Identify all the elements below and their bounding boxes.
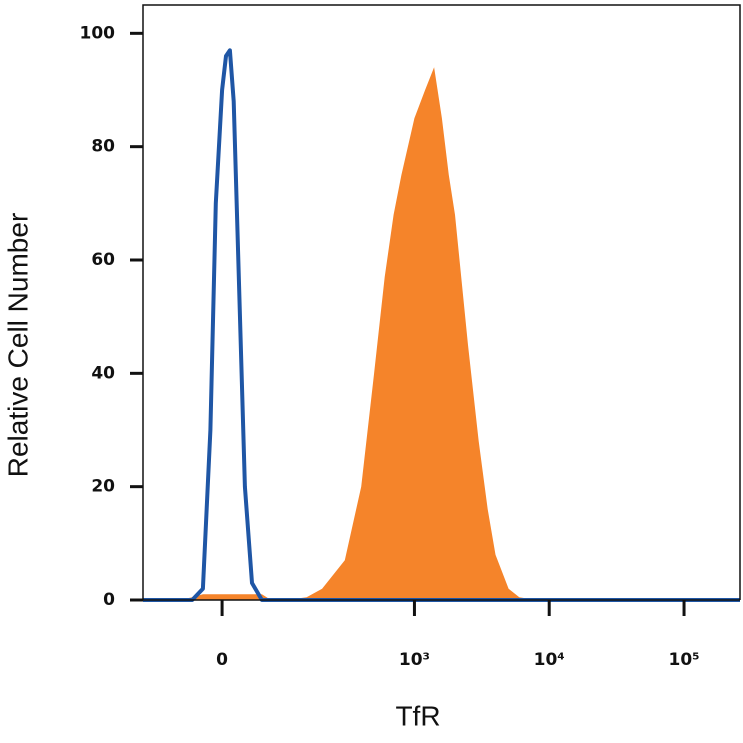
y-tick-label: 60 — [91, 250, 115, 270]
y-tick-label: 80 — [91, 137, 115, 157]
area — [143, 67, 740, 601]
x-tick-label: 10³ — [399, 650, 430, 670]
y-axis-label: Relative Cell Number — [2, 213, 33, 478]
y-tick-label: 100 — [80, 23, 116, 43]
x-tick-label: 10⁵ — [668, 650, 699, 670]
x-axis-label: TfR — [395, 700, 440, 731]
plot-frame — [142, 4, 741, 600]
x-tick-label: 10⁴ — [534, 650, 565, 670]
y-tick-label: 20 — [91, 477, 115, 497]
x-tick-label: 0 — [216, 650, 228, 670]
y-tick-label: 40 — [91, 363, 115, 383]
y-tick-label: 0 — [103, 590, 115, 610]
